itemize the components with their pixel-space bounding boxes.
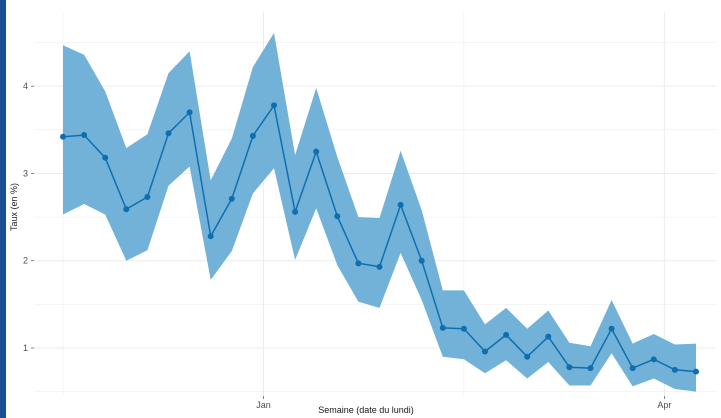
data-point: [271, 102, 277, 109]
data-point: [629, 365, 636, 372]
confidence-band: [63, 32, 696, 392]
x-tick-label: Apr: [657, 400, 671, 410]
data-point: [650, 356, 657, 363]
data-point: [545, 333, 552, 340]
data-point: [418, 257, 425, 264]
data-point: [313, 148, 320, 155]
data-point: [355, 260, 362, 267]
data-point: [671, 366, 678, 373]
data-point: [482, 348, 488, 355]
y-tick-label: 4: [23, 81, 28, 91]
data-point: [587, 365, 594, 372]
y-tick-label: 1: [23, 343, 28, 353]
data-point: [165, 130, 172, 137]
data-point: [376, 263, 383, 270]
data-point: [292, 208, 299, 215]
data-point: [144, 194, 151, 201]
data-point: [60, 133, 66, 140]
data-point: [460, 325, 467, 332]
data-point: [524, 353, 531, 360]
data-point: [249, 132, 256, 139]
data-point: [102, 154, 109, 161]
data-point: [207, 233, 214, 240]
data-points: [60, 102, 699, 375]
data-point: [693, 368, 699, 375]
data-point: [503, 331, 510, 338]
data-point: [334, 213, 341, 220]
x-axis-ticks: Jan Apr: [256, 396, 671, 410]
y-axis-title: Taux (en %): [9, 183, 19, 231]
data-point: [81, 132, 88, 139]
data-point: [228, 195, 235, 202]
data-point: [566, 364, 573, 371]
data-point: [439, 324, 446, 331]
data-point: [186, 109, 193, 116]
data-point: [123, 206, 130, 213]
y-tick-label: 3: [23, 168, 28, 178]
y-axis-ticks: 1 2 3 4: [23, 81, 34, 353]
accent-bar: [0, 0, 6, 418]
data-point: [608, 325, 615, 332]
confidence-band-area: [63, 32, 696, 392]
x-axis-title: Semaine (date du lundi): [318, 405, 414, 415]
data-point: [397, 201, 404, 208]
x-tick-label: Jan: [256, 400, 271, 410]
y-tick-label: 2: [23, 256, 28, 266]
